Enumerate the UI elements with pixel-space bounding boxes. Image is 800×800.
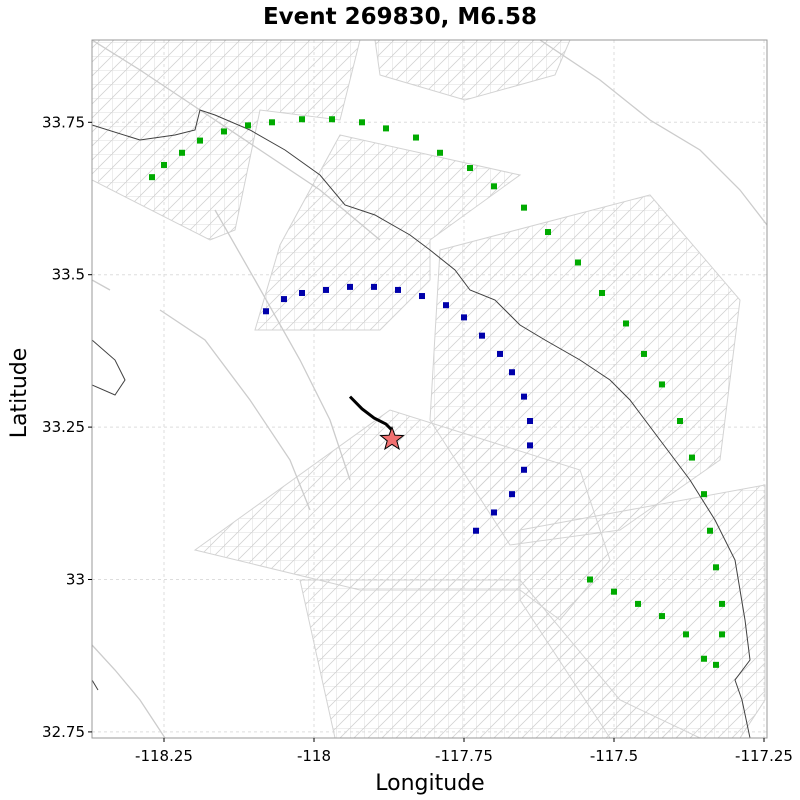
data-point: [161, 161, 167, 168]
series-0: [149, 116, 725, 668]
data-point: [149, 174, 155, 181]
x-tick-label: -117.75: [435, 747, 493, 765]
mesh-patch-northwest: [92, 40, 361, 241]
data-point: [683, 631, 689, 638]
data-point: [299, 116, 305, 123]
plot-frame: [91, 39, 768, 739]
data-point: [491, 509, 497, 516]
data-point: [635, 600, 641, 607]
data-point: [701, 655, 707, 662]
data-point: [443, 302, 449, 309]
data-point: [521, 204, 527, 211]
data-point: [269, 119, 275, 126]
data-point: [347, 283, 353, 290]
fault-mesh: [92, 40, 766, 738]
data-point: [545, 229, 551, 236]
data-point: [497, 350, 503, 357]
y-tick-label: 33.5: [52, 266, 85, 284]
data-point: [623, 320, 629, 327]
data-point: [527, 442, 533, 449]
data-point: [521, 393, 527, 400]
data-point: [599, 289, 605, 296]
rupture-trace: [348, 395, 394, 432]
data-point: [479, 332, 485, 339]
data-point: [467, 165, 473, 172]
coastline-island-south: [92, 679, 99, 691]
data-point: [419, 293, 425, 300]
data-point: [413, 134, 419, 141]
fault-line-5: [92, 279, 111, 291]
data-point: [437, 149, 443, 156]
data-point: [299, 289, 305, 296]
data-point: [521, 466, 527, 473]
data-point: [263, 308, 269, 315]
data-point: [197, 137, 203, 144]
data-point: [707, 527, 713, 534]
data-point: [473, 527, 479, 534]
fault-line-1: [92, 40, 381, 241]
data-point: [491, 183, 497, 190]
data-point: [359, 119, 365, 126]
y-tick-label: 33.25: [42, 418, 85, 436]
data-point: [245, 122, 251, 129]
data-point: [179, 149, 185, 156]
data-point: [575, 259, 581, 266]
coastline: [92, 109, 751, 738]
data-point: [677, 418, 683, 425]
data-point: [281, 296, 287, 303]
data-point: [509, 491, 515, 498]
mesh-patch-central-west: [254, 134, 522, 331]
y-tick-label: 32.75: [42, 723, 85, 741]
coastline-main: [92, 109, 751, 738]
data-layer: [149, 116, 725, 668]
y-axis-label: Latitude: [7, 348, 32, 439]
fault-line-2: [214, 209, 351, 481]
fault-lines: [92, 40, 767, 738]
fault-line-3: [159, 309, 311, 511]
data-point: [689, 454, 695, 461]
x-axis-label: Longitude: [375, 771, 484, 796]
data-point: [221, 128, 227, 135]
fault-line-4: [539, 40, 767, 226]
y-tick-label: 33.75: [42, 113, 85, 131]
data-point: [719, 631, 725, 638]
data-point: [587, 576, 593, 583]
data-point: [659, 381, 665, 388]
data-point: [527, 418, 533, 425]
mesh-patch-north: [374, 40, 571, 101]
data-point: [395, 286, 401, 293]
fault-line-6: [92, 644, 166, 738]
data-point: [719, 600, 725, 607]
background-map: [92, 40, 767, 738]
x-tick-label: -117.25: [735, 747, 793, 765]
y-axis: 32.75 33 33.25 33.5 33.75: [42, 113, 92, 741]
data-point: [329, 116, 335, 123]
x-axis: -118.25 -118 -117.75 -117.5 -117.25: [135, 738, 793, 765]
x-tick-label: -118.25: [135, 747, 193, 765]
x-tick-label: -117.5: [590, 747, 638, 765]
series-1: [263, 283, 533, 534]
epicenter-star: [379, 425, 405, 451]
coastline-island: [92, 339, 126, 396]
data-point: [701, 491, 707, 498]
data-point: [713, 564, 719, 571]
x-tick-label: -118: [297, 747, 331, 765]
data-point: [611, 588, 617, 595]
data-point: [371, 283, 377, 290]
data-point: [659, 613, 665, 620]
y-tick-label: 33: [66, 571, 85, 589]
mesh-patch-southeast: [519, 484, 766, 738]
data-point: [383, 125, 389, 132]
data-point: [461, 314, 467, 321]
chart-title: Event 269830, M6.58: [263, 4, 537, 30]
data-point: [323, 286, 329, 293]
data-point: [641, 350, 647, 357]
data-point: [509, 369, 515, 376]
data-point: [713, 661, 719, 668]
